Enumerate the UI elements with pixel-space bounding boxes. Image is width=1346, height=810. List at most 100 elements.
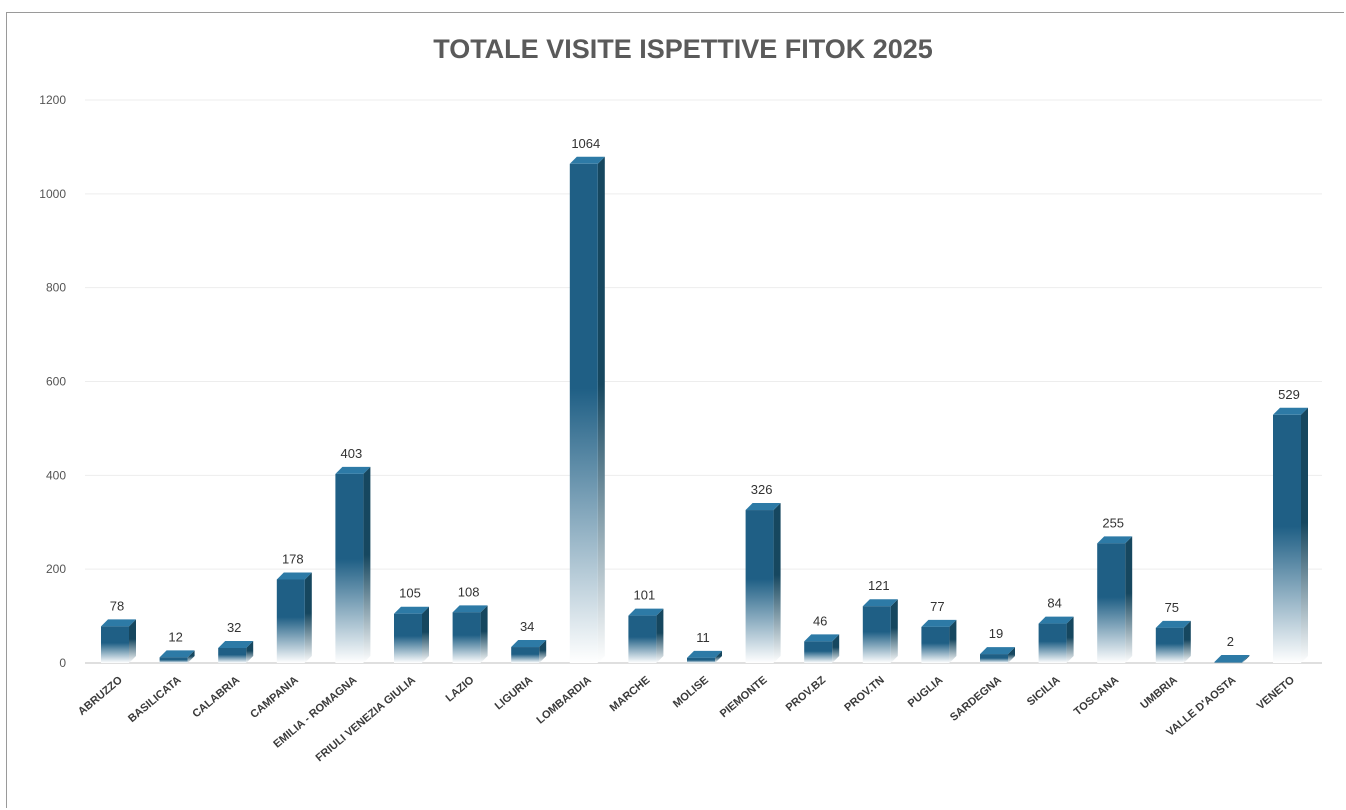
bar-side: [1066, 616, 1074, 663]
bar-front: [511, 647, 540, 663]
bar-front: [921, 626, 950, 663]
bar: [159, 650, 195, 663]
bar-front: [1155, 627, 1184, 663]
category-label: LOMBARDIA: [535, 674, 594, 726]
bar: [628, 608, 664, 663]
data-label: 108: [458, 584, 480, 599]
y-tick-label: 800: [46, 281, 66, 295]
bar: [394, 606, 429, 663]
bar-front: [276, 579, 305, 663]
bar-front: [1214, 662, 1243, 663]
y-tick-label: 600: [46, 375, 66, 389]
bar: [745, 503, 781, 663]
category-label: PROV.TN: [842, 674, 886, 714]
bar-top: [335, 466, 371, 474]
bar-top: [687, 650, 722, 658]
y-axis-ticks: 0 200 400 600 800 1000 1200: [39, 93, 66, 670]
bar-top: [980, 647, 1015, 655]
y-tick-label: 1200: [39, 93, 66, 107]
bar: [1214, 655, 1250, 663]
y-tick-label: 200: [46, 562, 66, 576]
bar-front: [218, 647, 247, 663]
bar-front: [980, 654, 1008, 663]
category-label: UMBRIA: [1138, 674, 1179, 712]
bar-side: [1125, 536, 1133, 663]
bar-front: [394, 613, 422, 663]
bar-side: [597, 156, 605, 663]
data-label: 178: [282, 551, 304, 566]
category-label: SARDEGNA: [948, 674, 1004, 724]
category-label: SICILIA: [1025, 674, 1063, 708]
bar-front: [1273, 414, 1301, 663]
bar-side: [1242, 655, 1250, 663]
bar: [1273, 407, 1308, 663]
data-label: 46: [813, 613, 827, 628]
bar: [569, 156, 605, 663]
category-label: MOLISE: [671, 674, 711, 710]
bar-top: [628, 608, 664, 616]
data-label: 255: [1102, 515, 1124, 530]
category-labels: ABRUZZO BASILICATA CALABRIA CAMPANIAEMILIA …: [76, 674, 1297, 765]
bar-top: [804, 634, 840, 642]
bar-side: [187, 650, 195, 663]
bar-top: [921, 619, 957, 627]
bar-side: [773, 503, 781, 663]
bar-side: [832, 634, 840, 663]
bar-front: [335, 473, 364, 663]
bar: [218, 640, 254, 663]
bar-top: [1097, 536, 1133, 544]
bar-front: [101, 626, 129, 663]
y-tick-label: 400: [46, 468, 66, 482]
category-label: FRIULI VENEZIA GIULIA: [314, 674, 418, 764]
bar-top: [1038, 616, 1074, 624]
data-label: 326: [751, 482, 773, 497]
bar: [1155, 620, 1191, 663]
bar-side: [1183, 620, 1191, 663]
bar-side: [422, 606, 429, 663]
bar-front: [862, 606, 891, 663]
data-label: 121: [868, 578, 890, 593]
bar: [921, 619, 957, 663]
bar-side: [539, 640, 547, 663]
bar: [980, 647, 1015, 663]
data-label: 101: [634, 588, 656, 603]
bar-side: [715, 650, 722, 663]
category-label: CALABRIA: [190, 674, 242, 720]
bar-front: [1097, 543, 1126, 663]
bar: [804, 634, 840, 663]
bar-side: [949, 619, 957, 663]
data-label: 12: [168, 629, 182, 644]
bar-top: [1214, 655, 1250, 663]
bar: [1097, 536, 1133, 663]
chart-frame: [6, 12, 1344, 808]
category-label: TOSCANA: [1072, 674, 1121, 718]
bar-top: [159, 650, 195, 658]
data-label: 403: [341, 446, 363, 461]
category-label: BASILICATA: [126, 674, 184, 725]
bar-front: [804, 641, 833, 663]
bar-top: [569, 156, 605, 164]
category-label: PIEMONTE: [718, 674, 770, 720]
data-label: 77: [930, 599, 944, 614]
chart-title: TOTALE VISITE ISPETTIVE FITOK 2025: [433, 34, 933, 64]
bar-front: [159, 657, 188, 663]
bar-front: [687, 657, 715, 663]
bar-front: [452, 612, 481, 663]
bar-top: [452, 605, 488, 613]
bar-side: [1008, 647, 1015, 663]
gridlines: [85, 99, 1322, 664]
bar-top: [218, 640, 254, 648]
bar: [101, 619, 136, 663]
bar-side: [304, 572, 312, 663]
bar-top: [511, 640, 547, 648]
category-label: VENETO: [1255, 674, 1298, 712]
bar-side: [129, 619, 136, 663]
bar-side: [246, 640, 254, 663]
bar-top: [1273, 407, 1308, 415]
bar: [335, 466, 371, 663]
bar: [452, 605, 488, 663]
bar-side: [480, 605, 488, 663]
bar-side: [1301, 407, 1308, 663]
data-label: 19: [989, 626, 1003, 641]
